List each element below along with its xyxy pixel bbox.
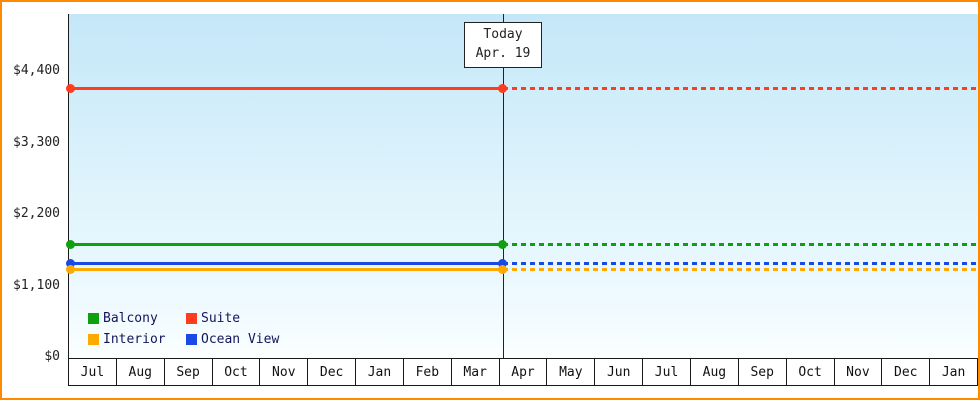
x-axis-month-label: Nov [259, 358, 309, 386]
x-axis-month-label: Jul [68, 358, 117, 386]
x-axis-month-label: Aug [689, 358, 739, 386]
legend-swatch-icon [88, 313, 99, 324]
today-label: Today [483, 27, 523, 42]
x-axis-month-label: Nov [833, 358, 883, 386]
x-axis-month-label: May [546, 358, 596, 386]
legend-label: Suite [201, 311, 241, 326]
legend-swatch-icon [186, 334, 197, 345]
series-forecast-dashed-interior [502, 268, 978, 272]
x-axis-month-label: Dec [881, 358, 931, 386]
series-line-balcony [68, 242, 503, 246]
x-axis-month-label: Aug [115, 358, 165, 386]
x-axis-month-label: Jan [929, 358, 978, 386]
series-point-marker [65, 84, 75, 94]
legend-label: Interior [103, 332, 166, 347]
y-axis-tick-label: $3,300 [13, 134, 60, 150]
series-forecast-dashed-suite [502, 87, 978, 91]
x-axis-month-label: Dec [307, 358, 357, 386]
series-line-suite [68, 87, 503, 91]
y-axis-tick-label: $2,200 [13, 206, 60, 222]
x-axis-month-label: Jun [594, 358, 644, 386]
series-forecast-dashed-balcony [502, 242, 978, 246]
x-axis-month-label: Jan [355, 358, 404, 386]
series-point-marker [65, 265, 75, 275]
series-point-marker [65, 239, 75, 249]
x-axis-month-label: Feb [402, 358, 452, 386]
series-point-marker [498, 258, 508, 268]
legend-item-suite: Suite [186, 311, 279, 326]
legend-item-ocean-view: Ocean View [186, 332, 279, 347]
series-point-marker [65, 258, 75, 268]
x-axis-month-label: Oct [211, 358, 261, 386]
series-line-interior [68, 268, 503, 272]
x-axis-month-label: Jul [642, 358, 691, 386]
x-axis-month-label: Oct [785, 358, 835, 386]
legend-label: Balcony [103, 311, 158, 326]
legend-label: Ocean View [201, 332, 280, 347]
y-axis-tick-label: $4,400 [13, 63, 60, 79]
today-date: Apr. 19 [475, 45, 531, 61]
x-axis-month-label: Sep [163, 358, 213, 386]
series-forecast-dashed-ocean-view [502, 261, 978, 265]
chart-legend: Balcony Suite Interior Ocean View [88, 311, 279, 347]
series-point-marker [498, 239, 508, 249]
x-axis-month-label: Sep [737, 358, 787, 386]
today-marker-box: Today Apr. 19 [464, 22, 542, 68]
legend-item-interior: Interior [88, 332, 186, 347]
x-axis-month-row: Jul Aug Sep Oct Nov Dec Jan Feb Mar Apr May Jun Jul A… [68, 358, 978, 386]
x-axis-month-label: Apr [498, 358, 548, 386]
plot-area [68, 14, 978, 358]
legend-swatch-icon [88, 334, 99, 345]
series-point-marker [498, 84, 508, 94]
series-point-marker [498, 265, 508, 275]
y-axis-tick-label: $1,100 [13, 277, 60, 293]
series-line-ocean-view [68, 261, 503, 265]
today-vertical-line [503, 14, 504, 358]
y-axis-tick-label: $0 [44, 349, 60, 364]
legend-swatch-icon [186, 313, 197, 324]
x-axis-month-label: Mar [450, 358, 500, 386]
legend-item-balcony: Balcony [88, 311, 186, 326]
